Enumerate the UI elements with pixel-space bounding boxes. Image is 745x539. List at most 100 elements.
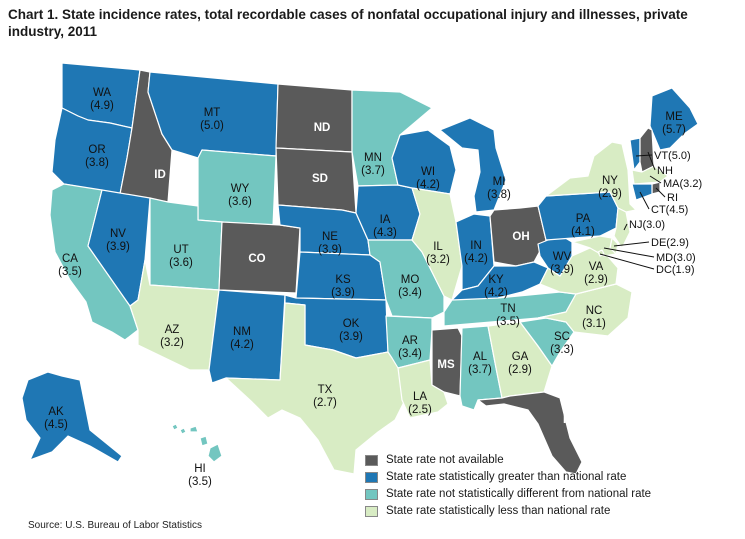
state-label-la: LA bbox=[413, 391, 427, 403]
legend-label: State rate statistically greater than na… bbox=[386, 471, 627, 483]
state-rate-wv: (3.9) bbox=[550, 264, 574, 276]
state-label-ma: MA(3.2) bbox=[663, 178, 702, 190]
state-la bbox=[397, 359, 449, 419]
state-rate-ks: (3.9) bbox=[331, 287, 355, 299]
leader-line-de bbox=[613, 241, 650, 247]
state-rate-ny: (2.9) bbox=[598, 188, 622, 200]
source-note: Source: U.S. Bureau of Labor Statistics bbox=[28, 520, 202, 531]
state-rate-ok: (3.9) bbox=[339, 331, 363, 343]
state-label-ri: RI bbox=[667, 192, 678, 204]
state-nj bbox=[613, 207, 631, 249]
legend-item-greater: State rate statistically greater than na… bbox=[365, 469, 685, 485]
state-rate-ar: (3.4) bbox=[398, 348, 422, 360]
legend-label: State rate statistically less than natio… bbox=[386, 505, 611, 517]
legend-swatch bbox=[365, 505, 378, 517]
state-label-mo: MO bbox=[401, 274, 420, 286]
state-rate-sc: (3.3) bbox=[550, 344, 574, 356]
state-fl bbox=[477, 391, 583, 475]
state-label-hi: HI bbox=[194, 463, 206, 475]
state-label-tx: TX bbox=[318, 384, 333, 396]
chart-title: Chart 1. State incidence rates, total re… bbox=[8, 7, 688, 39]
state-il bbox=[411, 187, 463, 301]
legend-item-not-different: State rate not statistically different f… bbox=[365, 486, 685, 502]
state-me bbox=[649, 87, 699, 151]
leader-line-nj bbox=[623, 223, 628, 231]
state-rate-ky: (4.2) bbox=[484, 287, 508, 299]
state-rate-nc: (3.1) bbox=[582, 318, 606, 330]
state-rate-nv: (3.9) bbox=[106, 241, 130, 253]
state-hi-island-1 bbox=[171, 423, 179, 431]
state-label-ky: KY bbox=[488, 274, 504, 286]
state-nd bbox=[275, 83, 353, 153]
state-label-il: IL bbox=[433, 241, 443, 253]
state-label-nh: NH bbox=[657, 165, 673, 177]
state-label-or: OR bbox=[88, 144, 105, 156]
state-label-nd: ND bbox=[314, 122, 331, 134]
state-hi-island-3 bbox=[199, 435, 209, 447]
state-rate-ia: (4.3) bbox=[373, 227, 397, 239]
state-mi bbox=[439, 117, 507, 213]
state-label-de: DE(2.9) bbox=[651, 237, 689, 249]
state-label-pa: PA bbox=[576, 213, 591, 225]
state-label-nv: NV bbox=[110, 228, 126, 240]
state-label-in: IN bbox=[470, 240, 482, 252]
state-ms bbox=[431, 327, 463, 397]
state-rate-nm: (4.2) bbox=[230, 339, 254, 351]
state-rate-ga: (2.9) bbox=[508, 364, 532, 376]
state-label-dc: DC(1.9) bbox=[656, 264, 695, 276]
leader-line-md bbox=[603, 247, 655, 258]
state-label-wi: WI bbox=[421, 166, 435, 178]
state-rate-ca: (3.5) bbox=[58, 266, 82, 278]
state-label-wv: WV bbox=[553, 251, 572, 263]
legend-label: State rate not statistically different f… bbox=[386, 488, 652, 500]
state-label-ga: GA bbox=[512, 351, 529, 363]
state-label-ny: NY bbox=[602, 175, 618, 187]
state-hi-island-2 bbox=[179, 427, 187, 435]
state-hi bbox=[189, 425, 199, 433]
state-rate-tn: (3.5) bbox=[496, 316, 520, 328]
leader-line-ct bbox=[639, 191, 650, 210]
state-label-vt: VT(5.0) bbox=[654, 150, 691, 162]
state-label-az: AZ bbox=[165, 324, 180, 336]
state-label-tn: TN bbox=[500, 303, 515, 315]
state-label-ok: OK bbox=[343, 318, 360, 330]
state-md bbox=[571, 235, 617, 257]
legend-item-less: State rate statistically less than natio… bbox=[365, 503, 685, 519]
state-label-nc: NC bbox=[586, 305, 603, 317]
state-label-sd: SD bbox=[312, 173, 328, 185]
state-label-ar: AR bbox=[402, 335, 418, 347]
state-label-ks: KS bbox=[335, 274, 351, 286]
state-label-oh: OH bbox=[512, 231, 529, 243]
state-label-ct: CT(4.5) bbox=[651, 204, 688, 216]
state-rate-ut: (3.6) bbox=[169, 257, 193, 269]
state-label-id: ID bbox=[154, 169, 166, 181]
state-rate-al: (3.7) bbox=[468, 364, 492, 376]
state-rate-hi: (3.5) bbox=[188, 476, 212, 488]
leader-line-ri bbox=[655, 187, 666, 198]
map-legend: State rate not available State rate stati… bbox=[365, 452, 685, 520]
state-nh bbox=[639, 127, 655, 173]
state-label-va: VA bbox=[589, 261, 604, 273]
legend-swatch bbox=[365, 471, 378, 483]
legend-item-not-available: State rate not available bbox=[365, 452, 685, 468]
state-label-mi: MI bbox=[493, 176, 506, 188]
legend-swatch bbox=[365, 488, 378, 500]
state-label-ut: UT bbox=[173, 244, 188, 256]
state-label-md: MD(3.0) bbox=[656, 252, 696, 264]
state-label-ia: IA bbox=[380, 214, 391, 226]
state-rate-wa: (4.9) bbox=[90, 100, 114, 112]
state-rate-ne: (3.9) bbox=[318, 244, 342, 256]
state-rate-me: (5.7) bbox=[662, 124, 686, 136]
state-label-ca: CA bbox=[62, 253, 78, 265]
state-label-wy: WY bbox=[231, 183, 250, 195]
state-rate-la: (2.5) bbox=[408, 404, 432, 416]
state-vt bbox=[629, 137, 641, 171]
state-ak bbox=[21, 371, 123, 463]
state-ct bbox=[631, 183, 653, 201]
state-rate-mi: (3.8) bbox=[487, 189, 511, 201]
legend-swatch bbox=[365, 454, 378, 466]
state-label-nj: NJ(3.0) bbox=[629, 219, 665, 231]
state-label-ne: NE bbox=[322, 231, 338, 243]
state-hi-island-4 bbox=[207, 443, 223, 463]
state-label-mn: MN bbox=[364, 152, 382, 164]
